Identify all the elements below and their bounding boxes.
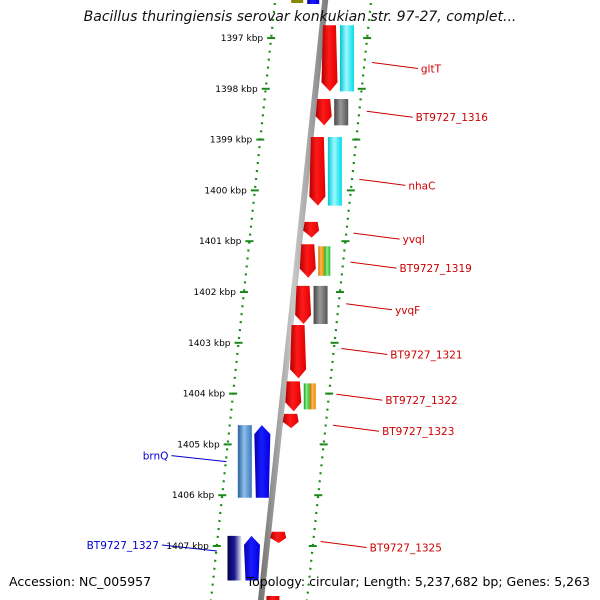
cds-arrow-forward	[270, 531, 287, 543]
cds-arrow-reverse	[243, 535, 260, 581]
gene-label-leader	[350, 261, 397, 269]
map-title: Bacillus thuringiensis serovar konkukian…	[83, 9, 517, 25]
scale-tick-layer: 1397 kbp 1398 kbp 1399 kbp 1400 kbp 1401 kbp…	[166, 34, 372, 552]
cds-arrow-forward	[321, 25, 338, 92]
gene-label[interactable]: BT9727_1321	[390, 349, 462, 361]
gene-label-leader	[333, 424, 380, 432]
gene-label[interactable]: brnQ	[143, 451, 169, 463]
cds-partial-bottom	[266, 596, 280, 600]
kbp-tick-label: 1404 kbp	[183, 390, 226, 400]
cds-arrow-forward	[315, 98, 332, 126]
gene-label[interactable]: yvqF	[395, 305, 420, 317]
kbp-tick-label: 1405 kbp	[177, 440, 220, 450]
cog-bar	[227, 535, 242, 581]
gene-label[interactable]: nhaC	[408, 180, 435, 192]
gene-label-layer: gltT BT9727_1316 nhaC yvqI BT9727_1319 yvqF BT…	[87, 61, 489, 555]
cog-bar	[237, 425, 252, 498]
cds-partial-top	[307, 0, 320, 4]
cds-arrow-forward	[285, 381, 302, 412]
gene-label[interactable]: BT9727_1316	[416, 112, 489, 124]
kbp-tick-label: 1397 kbp	[221, 34, 264, 44]
cds-arrow-forward	[309, 137, 326, 206]
kbp-tick-label: 1398 kbp	[215, 85, 258, 95]
kbp-tick-label: 1400 kbp	[204, 186, 247, 196]
kbp-tick-label: 1407 kbp	[166, 542, 209, 552]
cog-bar	[327, 137, 342, 206]
gene-label[interactable]: yvqI	[403, 234, 425, 246]
gene-label-leader	[320, 541, 367, 549]
gene-label-leader	[161, 544, 217, 552]
cds-arrow-forward	[295, 285, 312, 325]
cog-bar	[313, 285, 328, 325]
gene-label[interactable]: BT9727_1327	[87, 540, 159, 552]
gene-label-leader	[371, 61, 418, 69]
cog-bar	[334, 98, 349, 126]
gene-label[interactable]: BT9727_1319	[400, 263, 472, 275]
gene-label-leader	[336, 393, 383, 401]
gene-label[interactable]: BT9727_1323	[382, 426, 454, 438]
gene-label[interactable]: gltT	[421, 63, 442, 75]
cog-bar	[309, 383, 316, 410]
kbp-tick-label: 1401 kbp	[199, 237, 242, 247]
kbp-tick-label: 1399 kbp	[210, 136, 253, 146]
cog-bar	[324, 246, 331, 276]
cds-arrow-forward	[282, 413, 299, 429]
cog-bar-partial-top	[291, 0, 304, 3]
gene-label-leader	[359, 178, 406, 186]
cog-bar	[303, 383, 310, 410]
cog-bar	[318, 246, 325, 276]
accession-text: Accession: NC_005957	[9, 574, 152, 589]
gene-label[interactable]: BT9727_1325	[370, 543, 442, 555]
gene-label-leader	[366, 110, 413, 118]
gene-label-leader	[353, 232, 400, 240]
gene-label-leader	[171, 455, 227, 463]
cog-bar	[339, 25, 354, 92]
kbp-tick-label: 1402 kbp	[194, 288, 237, 298]
gene-layer	[227, 0, 354, 600]
kbp-tick-label: 1406 kbp	[172, 491, 215, 501]
cds-arrow-forward	[303, 221, 320, 238]
gene-label-leader	[341, 347, 388, 355]
gene-label-leader	[345, 303, 393, 311]
gene-label[interactable]: BT9727_1322	[385, 395, 457, 407]
kbp-tick-label: 1403 kbp	[188, 339, 231, 349]
cds-arrow-reverse	[254, 425, 271, 498]
topology-summary: Topology: circular; Length: 5,237,682 bp…	[246, 574, 590, 589]
cds-arrow-forward	[290, 325, 307, 379]
cds-arrow-forward	[299, 244, 316, 278]
